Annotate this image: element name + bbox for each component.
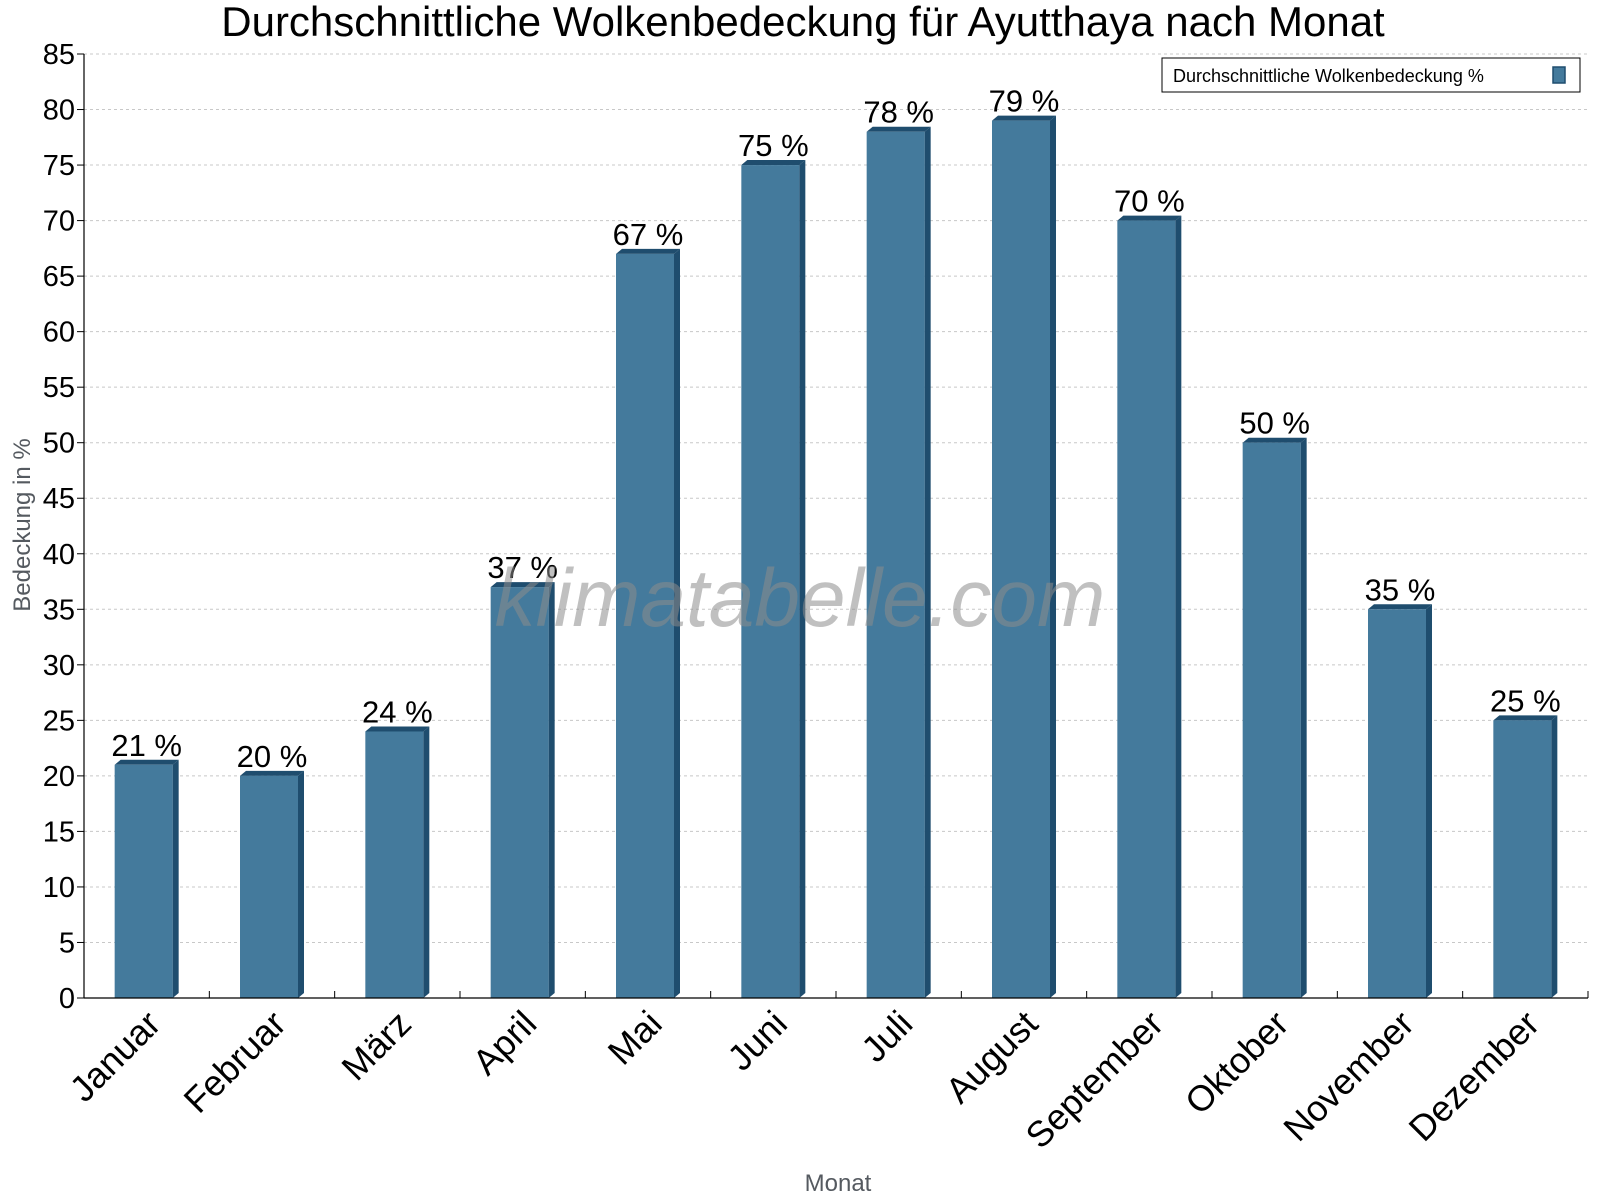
bar-top [866,126,931,132]
bar-top [992,115,1056,121]
bar-top [616,248,680,254]
bar-top [1493,715,1558,721]
legend-entry-label: Durchschnittliche Wolkenbedeckung % [1173,66,1484,86]
data-label: 25 % [1490,683,1561,718]
bar-side [1175,215,1182,998]
bar-november [1368,604,1432,998]
y-tick-label: 15 [43,816,75,848]
bar-top [741,160,806,166]
y-tick-label: 80 [43,95,75,127]
legend: Durchschnittliche Wolkenbedeckung % [1161,57,1581,93]
y-tick-label: 65 [43,261,75,293]
bar-top [240,770,304,776]
y-tick-label: 25 [43,705,75,737]
bar-side [423,726,430,998]
bar-side [674,248,680,998]
data-label: 24 % [362,694,433,729]
bar-face [1368,609,1426,998]
bar-märz [365,726,430,998]
bar-face [114,764,173,998]
bar-top [114,759,179,765]
chart-title: Durchschnittliche Wolkenbedeckung für Ay… [221,0,1385,45]
data-label: 20 % [237,739,308,774]
y-axis-title: Bedeckung in % [9,438,36,611]
bar-dezember [1493,715,1558,998]
bar-face [741,165,800,998]
y-tick-label: 0 [59,983,75,1015]
y-tick-label: 70 [43,206,75,238]
data-label: 37 % [487,550,558,585]
bar-februar [240,770,304,998]
bar-juli [866,126,931,999]
bar-face [490,587,549,998]
bar-august [992,115,1056,998]
bars [114,115,1558,999]
bar-face [1117,220,1176,998]
x-axis-title: Monat [805,1170,872,1197]
bar-side [799,160,806,998]
bar-mai [616,248,680,998]
bar-side [924,126,931,999]
data-label: 75 % [738,128,809,163]
y-tick-label: 40 [43,539,75,571]
bar-april [490,582,555,998]
data-label: 79 % [989,84,1060,119]
y-tick-label: 75 [43,150,75,182]
bar-side [1050,115,1056,998]
legend-box [1161,57,1581,93]
bar-face [616,253,674,998]
bar-face [992,120,1050,998]
data-label: 78 % [863,95,934,130]
data-label: 50 % [1239,406,1310,441]
y-tick-label: 30 [43,650,75,682]
bar-top [1117,215,1182,221]
y-tick-label: 85 [43,39,75,71]
data-label: 67 % [613,217,684,252]
y-tick-label: 35 [43,594,75,626]
bar-januar [114,759,179,998]
bar-side [172,759,179,998]
bar-face [240,775,298,998]
y-tick-label: 60 [43,317,75,349]
bar-face [1242,442,1301,998]
y-tick-label: 55 [43,372,75,404]
bar-oktober [1242,437,1307,998]
data-labels: 21 % 20 % 24 % 37 % 67 % 75 % 78 % 79 % 70 % 50 %… [111,84,1560,774]
bar-september [1117,215,1182,998]
bar-top [490,582,555,588]
y-tick-label: 5 [59,927,75,959]
bar-side [1551,715,1558,998]
bar-top [365,726,430,732]
gridlines [84,53,1588,943]
y-tick-label: 20 [43,761,75,793]
bar-face [866,131,925,998]
bar-top [1368,604,1432,610]
axes [77,53,1589,999]
bar-side [548,582,555,998]
bar-juni [741,160,806,998]
y-tick-label: 50 [43,428,75,460]
data-label: 70 % [1114,184,1185,219]
bar-side [1426,604,1432,998]
y-tick-label: 10 [43,872,75,904]
y-tick-label: 45 [43,483,75,515]
data-label: 35 % [1365,572,1436,607]
legend-swatch [1552,66,1566,84]
bar-side [298,770,304,998]
data-label: 21 % [111,728,182,763]
bar-side [1300,437,1307,998]
bar-face [365,731,424,998]
y-tick-labels: 0 5 10 15 20 25 30 35 40 45 50 55 60 65 70 75 80 85 [43,39,75,1015]
watermark: klimatabelle.com [495,553,1106,644]
bar-top [1242,437,1307,443]
bar-face [1493,720,1552,998]
